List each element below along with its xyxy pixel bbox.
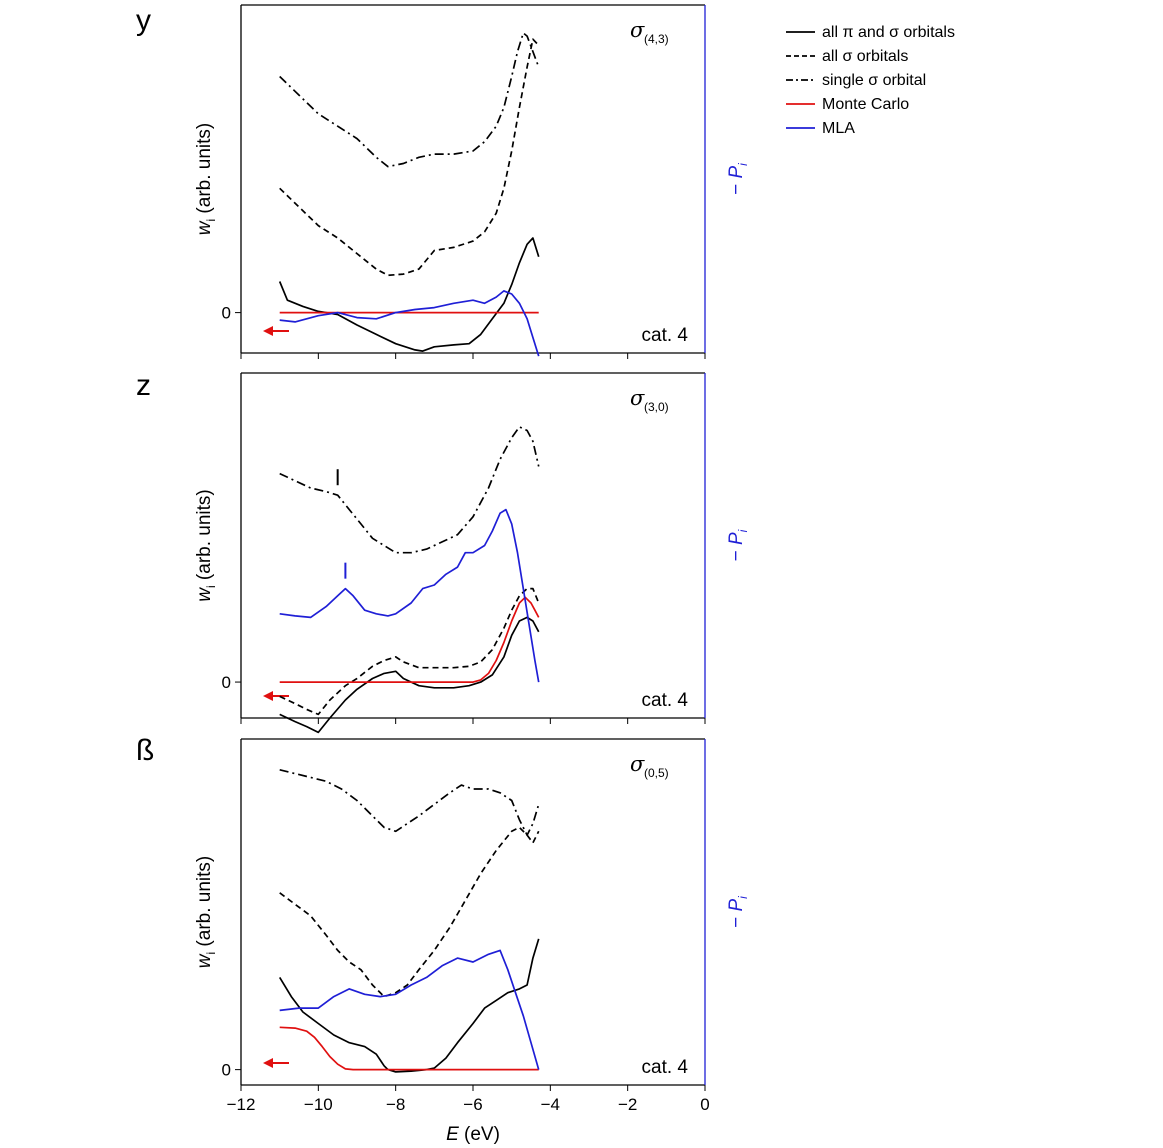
series-line-solid-3 (279, 1026, 539, 1071)
category-label: cat. 4 (642, 325, 689, 346)
y-zero-label: 0 (222, 673, 231, 692)
y-zero-label: 0 (222, 304, 231, 323)
orbital-annotation: σ (630, 386, 645, 410)
panel-1: 0 y wi (arb. units) − Pi σ (4,3) cat. 4 (136, 4, 750, 359)
legend-label: MLA (822, 120, 855, 137)
series-line-dashed-1 (279, 826, 540, 998)
orbital-annotation-sub: (0,5) (644, 766, 669, 780)
orbital-annotation-sub: (4,3) (644, 32, 669, 46)
y-axis-label: wi (arb. units) (194, 489, 218, 602)
series-line-dashdot-2 (279, 426, 540, 554)
series-line-solid-4 (279, 949, 540, 1070)
panel-letter: y (136, 4, 151, 37)
left-arrow-icon (263, 1058, 289, 1068)
series-line-dashdot-2 (279, 768, 540, 836)
y-axis-label-right: − Pi (726, 896, 750, 928)
x-axis-label: E (eV) (446, 1124, 500, 1145)
panel-3: 0 ß wi (arb. units) − Pi σ (0,5) cat. 4 (136, 734, 750, 1091)
orbital-annotation: σ (630, 18, 645, 42)
x-tick-label: −12 (227, 1095, 256, 1114)
y-axis-label: wi (arb. units) (194, 856, 218, 969)
legend-label: all σ orbitals (822, 48, 908, 65)
x-tick-label: −8 (386, 1095, 405, 1114)
x-tick-label: −4 (541, 1095, 560, 1114)
series-line-solid-0 (278, 938, 540, 1073)
legend-label: all π and σ orbitals (822, 24, 955, 41)
series-line-solid-4 (279, 290, 540, 357)
x-tick-label: −2 (618, 1095, 637, 1114)
legend-label: Monte Carlo (822, 96, 909, 113)
legend-item: all π and σ orbitals (786, 24, 955, 41)
series-line-solid-4 (279, 508, 540, 683)
series-line-dashed-1 (279, 587, 540, 716)
legend-item: single σ orbital (786, 72, 926, 89)
category-label: cat. 4 (642, 1057, 689, 1078)
left-arrow-icon (263, 691, 289, 701)
category-label: cat. 4 (642, 690, 689, 711)
x-tick-label: −10 (304, 1095, 333, 1114)
x-axis: −12 −10 −8 −6 −4 −2 0 E (eV) (227, 1095, 710, 1145)
y-axis-label-right: − Pi (726, 163, 750, 195)
y-axis-label: wi (arb. units) (194, 123, 218, 236)
panel-letter: z (136, 369, 151, 402)
series-line-dashdot-2 (279, 32, 540, 168)
series-line-dashed-1 (279, 38, 540, 277)
y-zero-label: 0 (222, 1061, 231, 1080)
series-line-solid-0 (279, 616, 540, 734)
orbital-annotation-sub: (3,0) (644, 400, 669, 414)
x-tick-label: −6 (463, 1095, 482, 1114)
x-tick-label: 0 (700, 1095, 709, 1114)
left-arrow-icon (263, 326, 289, 336)
panel-2: 0 z wi (arb. units) − Pi σ (3,0) cat. 4 (136, 369, 750, 734)
legend-item: Monte Carlo (786, 96, 909, 113)
legend-item: all σ orbitals (786, 48, 908, 65)
legend-label: single σ orbital (822, 72, 926, 89)
legend: all π and σ orbitals all σ orbitals single… (786, 24, 955, 137)
series-line-solid-3 (279, 596, 540, 683)
panel-letter: ß (136, 734, 154, 767)
orbital-annotation: σ (630, 752, 645, 776)
y-axis-label-right: − Pi (726, 529, 750, 561)
legend-item: MLA (786, 120, 855, 137)
